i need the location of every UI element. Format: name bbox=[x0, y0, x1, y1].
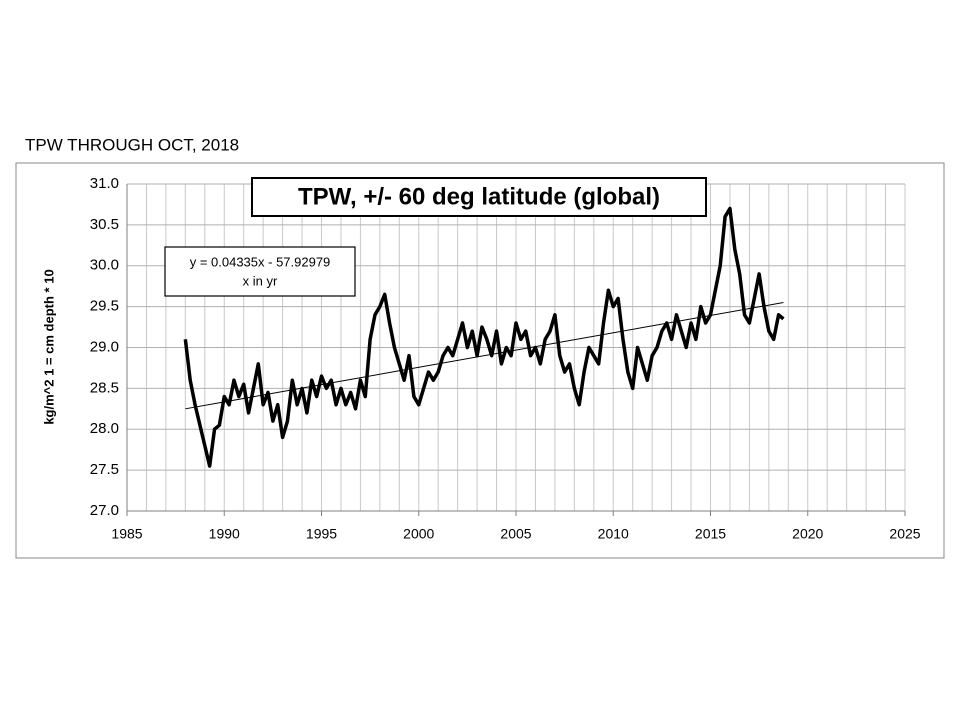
chart-frame bbox=[15, 162, 945, 559]
chart-title: TPW, +/- 60 deg latitude (global) bbox=[298, 183, 660, 210]
x-tick-label: 2025 bbox=[889, 526, 920, 542]
x-tick-label: 2010 bbox=[598, 526, 629, 542]
title-box bbox=[251, 177, 707, 217]
y-tick-label: 27.0 bbox=[90, 502, 119, 519]
page-label: TPW THROUGH OCT, 2018 bbox=[25, 135, 239, 154]
x-tick-label: 1985 bbox=[111, 526, 142, 542]
x-tick-label: 2005 bbox=[500, 526, 531, 542]
equation-box bbox=[164, 246, 356, 297]
y-tick-label: 29.5 bbox=[90, 298, 119, 315]
x-tick-label: 2015 bbox=[695, 526, 726, 542]
x-tick-label: 1995 bbox=[306, 526, 337, 542]
y-tick-label: 31.0 bbox=[90, 175, 119, 192]
data-line bbox=[183, 206, 785, 468]
x-tick-label: 2020 bbox=[792, 526, 823, 542]
x-tick-label: 2000 bbox=[403, 526, 434, 542]
y-tick-label: 30.5 bbox=[90, 216, 119, 233]
x-tick-label: 1990 bbox=[209, 526, 240, 542]
plot: 27.0 27.5 28.0 28.5 29.0 29.5 30.0 30.5 31.0 1985… bbox=[90, 175, 921, 542]
y-axis-label: kg/m^2 1 = cm depth * 10 bbox=[41, 269, 56, 424]
y-tick-label: 27.5 bbox=[90, 461, 119, 478]
y-tick-label: 28.0 bbox=[90, 420, 119, 437]
y-tick-label: 28.5 bbox=[90, 379, 119, 396]
y-tick-label: 29.0 bbox=[90, 338, 119, 355]
trend-line bbox=[185, 302, 784, 410]
equation: y = 0.04335x - 57.92979 bbox=[190, 254, 331, 269]
y-tick-label: 30.0 bbox=[90, 257, 119, 274]
equation-note: x in yr bbox=[243, 273, 278, 288]
